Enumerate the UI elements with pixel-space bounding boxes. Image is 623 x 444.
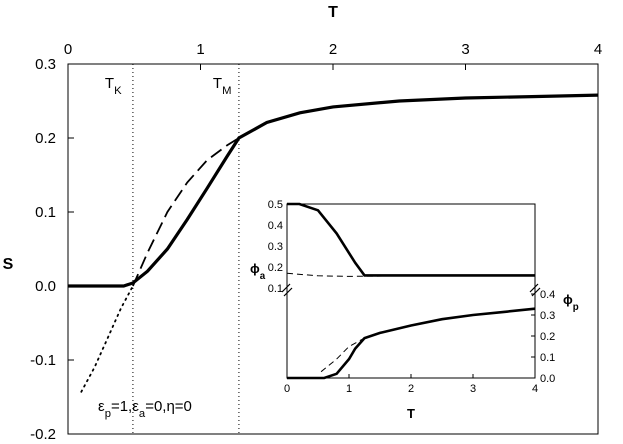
series-line (80, 285, 134, 393)
inset-top-series-line (286, 272, 536, 277)
inset-x-tick-label: 3 (470, 383, 476, 395)
inset-top-y-tick-label: 0.1 (268, 283, 283, 295)
inset-top-y-tick-label: 0.4 (268, 220, 283, 232)
y-tick-label: -0.1 (30, 352, 56, 369)
y-tick-label: -0.2 (30, 426, 56, 443)
inset-plot: 0.1 0.2 0.3 0.4 0.5 0.0 0.1 0.2 0.3 0.4 0 1 2 3 4 Tϕa ϕp (250, 199, 579, 421)
inset-top-y-label: ϕa (250, 261, 266, 282)
inset-bottom-y-tick-label: 0.1 (540, 352, 555, 364)
inset-x-tick-label: 2 (408, 383, 414, 395)
marker-label: TM (213, 75, 232, 97)
inset-bottom-y-label: ϕp (563, 292, 579, 313)
inset-top-y-tick-label: 0.5 (268, 199, 283, 211)
x-tick-label: 1 (196, 41, 204, 58)
marker-label: TK (105, 75, 122, 97)
inset-x-tick-label: 4 (532, 383, 538, 395)
inset-x-tick-label: 1 (346, 383, 352, 395)
y-tick-label: 0.1 (35, 204, 56, 221)
y-axis-label: S (3, 256, 14, 273)
y-tick-label: 0.2 (35, 130, 56, 147)
series-line (132, 137, 240, 287)
inset-bottom-y-tick-label: 0.0 (540, 373, 555, 385)
y-tick-label: 0.0 (35, 278, 56, 295)
inset-bottom-y-tick-label: 0.2 (540, 331, 555, 343)
x-tick-label: 3 (461, 41, 469, 58)
x-tick-label: 2 (329, 41, 337, 58)
x-axis-label: T (328, 4, 338, 21)
parameter-annotation: εp=1,εa=0,η=0 (98, 398, 192, 420)
inset-x-tick-label: 0 (284, 383, 290, 395)
axis-break-mark (283, 287, 293, 297)
x-tick-label: 0 (64, 41, 72, 58)
inset-frame (286, 203, 536, 379)
inset-top-y-tick-label: 0.3 (268, 241, 283, 253)
inset-top-y-tick-label: 0.2 (268, 262, 283, 274)
series-line (68, 93, 599, 288)
main-plot: 0 1 2 3 4 T -0.2 -0.1 0.0 0.1 0.2 0.3 S TK TM εp=1,εa=0… (3, 4, 603, 443)
inset-bottom-y-tick-label: 0.4 (540, 289, 555, 301)
axis-break-mark (531, 287, 541, 297)
inset-bottom-y-tick-label: 0.3 (540, 310, 555, 322)
x-tick-label: 4 (594, 41, 602, 58)
inset-x-axis-label: T (407, 406, 415, 421)
axis-break-mark (529, 283, 539, 293)
axis-break-mark (281, 283, 291, 293)
y-tick-label: 0.3 (35, 56, 56, 73)
